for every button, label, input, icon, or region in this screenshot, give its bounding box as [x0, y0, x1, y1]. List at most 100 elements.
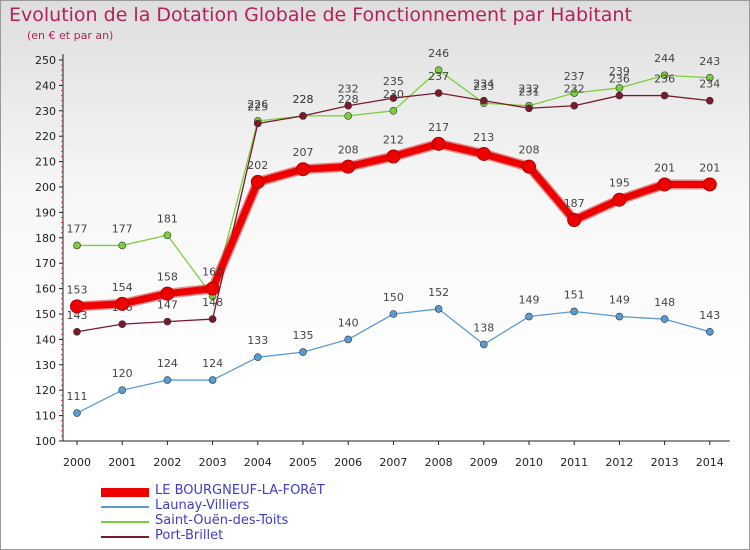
y-tick-label: 100: [35, 435, 56, 448]
data-label: 177: [67, 222, 88, 235]
x-tick-label: 2011: [560, 456, 588, 469]
data-point: [660, 71, 669, 80]
data-label: 239: [609, 65, 630, 78]
data-label: 228: [293, 93, 314, 106]
data-point: [705, 73, 714, 82]
x-tick-label: 2005: [289, 456, 317, 469]
data-point: [163, 231, 172, 240]
data-label: 181: [157, 212, 178, 225]
data-label: 234: [699, 78, 720, 91]
data-label: 207: [293, 146, 314, 159]
data-label: 228: [338, 93, 359, 106]
data-point: [431, 136, 446, 151]
x-tick-label: 2012: [605, 456, 633, 469]
data-point: [344, 335, 353, 344]
data-point: [479, 96, 488, 105]
data-label: 243: [699, 55, 720, 68]
y-tick-label: 170: [35, 257, 56, 270]
data-point: [299, 348, 307, 356]
data-label: 158: [157, 271, 178, 284]
data-point: [73, 327, 81, 336]
data-label: 234: [473, 78, 494, 91]
chart-title: Evolution de la Dotation Globale de Fonc…: [9, 4, 632, 26]
data-point: [341, 159, 356, 174]
data-point: [344, 101, 353, 110]
data-label: 208: [519, 144, 540, 157]
data-label: 232: [338, 83, 359, 96]
data-point: [705, 327, 714, 336]
data-label: 201: [699, 161, 720, 174]
data-label: 217: [428, 121, 449, 134]
y-tick-label: 180: [35, 232, 56, 245]
y-tick-label: 240: [35, 79, 56, 92]
x-tick-label: 2008: [425, 456, 453, 469]
data-label: 140: [338, 316, 359, 329]
x-tick-label: 2013: [651, 456, 679, 469]
data-point: [525, 312, 533, 321]
data-label: 151: [564, 288, 585, 301]
data-point: [118, 320, 126, 328]
legend-label: Port-Brillet: [155, 528, 224, 543]
data-point: [73, 409, 81, 417]
data-label: 228: [293, 93, 314, 106]
data-label: 232: [564, 83, 585, 96]
data-point: [344, 112, 353, 120]
data-label: 120: [112, 367, 133, 380]
x-tick-label: 2004: [244, 456, 272, 469]
x-tick-label: 2007: [379, 456, 407, 469]
data-point: [615, 84, 624, 92]
x-tick-label: 2014: [696, 456, 724, 469]
data-point: [615, 91, 624, 100]
y-tick-label: 200: [35, 181, 56, 194]
data-point: [615, 312, 624, 321]
data-point: [160, 286, 175, 301]
data-label: 201: [654, 161, 675, 174]
data-label: 246: [428, 47, 449, 60]
data-label: 195: [609, 177, 630, 190]
data-label: 152: [428, 286, 449, 299]
x-tick-label: 2002: [153, 456, 181, 469]
data-label: 149: [609, 294, 630, 307]
legend-swatch: [101, 536, 149, 538]
x-tick-label: 2001: [108, 456, 136, 469]
data-label: 160: [202, 266, 223, 279]
data-point: [476, 146, 491, 161]
data-label: 231: [519, 85, 540, 98]
data-point: [250, 174, 265, 189]
data-label: 143: [699, 309, 720, 322]
x-tick-label: 2006: [334, 456, 362, 469]
data-label: 237: [564, 70, 585, 83]
data-point: [208, 376, 217, 384]
data-point: [570, 307, 579, 316]
data-label: 233: [473, 80, 494, 93]
data-point: [660, 91, 669, 100]
data-label: 212: [383, 134, 404, 147]
data-label: 237: [428, 70, 449, 83]
data-point: [163, 376, 172, 384]
y-tick-label: 130: [35, 359, 56, 372]
data-point: [253, 119, 262, 128]
data-label: 147: [157, 299, 178, 312]
y-tick-label: 230: [35, 105, 56, 118]
data-point: [115, 296, 130, 311]
data-point: [253, 353, 262, 361]
data-point: [434, 89, 443, 97]
x-tick-label: 2003: [199, 456, 227, 469]
data-point: [386, 149, 401, 164]
data-point: [73, 241, 81, 250]
chart-subtitle: (en € et par an): [27, 29, 114, 42]
data-point: [299, 112, 307, 120]
data-label: 135: [293, 329, 314, 342]
x-tick-label: 2000: [63, 456, 91, 469]
data-label: 154: [112, 281, 133, 294]
y-tick-label: 190: [35, 206, 56, 219]
data-point: [570, 101, 579, 110]
data-point: [389, 310, 398, 318]
data-label: 153: [67, 283, 88, 296]
y-tick-label: 210: [35, 156, 56, 169]
data-point: [479, 340, 488, 349]
data-point: [434, 305, 443, 313]
data-point: [163, 317, 172, 326]
data-point: [612, 192, 627, 207]
